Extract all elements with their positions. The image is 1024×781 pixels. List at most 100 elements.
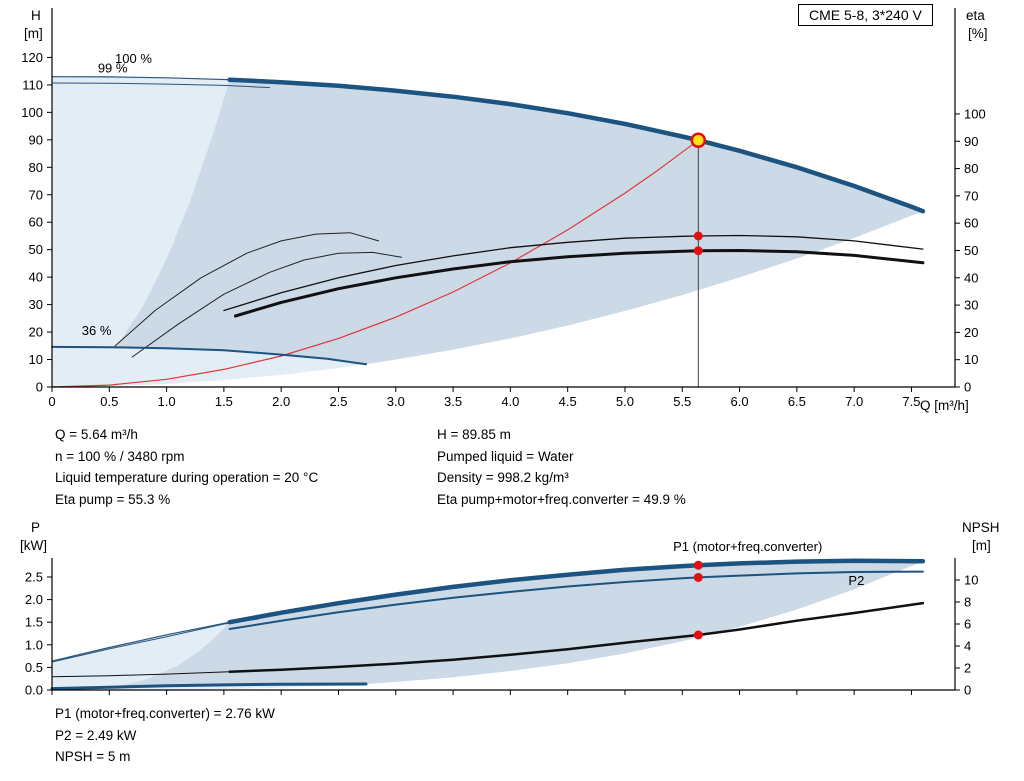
power-curve-36pct bbox=[50, 682, 368, 691]
y-left-tick-label: 70 bbox=[29, 187, 43, 202]
info-npsh: NPSH = 5 m bbox=[55, 749, 131, 765]
eta-pump-curve bbox=[223, 234, 924, 312]
x-tick-label: 7.5 bbox=[902, 394, 920, 409]
hq-chart-svg: 0 0.5 1.0 1.5 2.0 2.5 3.0 3.5 4.0 4.5 5.0 5.5 6.0 6.5… bbox=[21, 8, 986, 409]
power-info-block: P1 (motor+freq.converter) = 2.76 kW P2 =… bbox=[55, 703, 275, 768]
y-left-tick-label: 0.0 bbox=[25, 683, 43, 698]
info-speed: n = 100 % / 3480 rpm bbox=[55, 448, 185, 464]
pump-curve-99pct bbox=[51, 82, 271, 89]
y-left-tick-label: 0.5 bbox=[25, 660, 43, 675]
y-right-tick-label: 4 bbox=[964, 639, 971, 654]
h-axis-unit: [m] bbox=[24, 26, 43, 41]
y-right-tick-label: 10 bbox=[964, 573, 978, 588]
eta-arc-1 bbox=[114, 232, 380, 347]
p1-curve-low-flow bbox=[51, 621, 231, 662]
p2-curve-label: P2 bbox=[848, 573, 864, 588]
info-q: Q = 5.64 m³/h bbox=[55, 427, 138, 442]
x-tick-label: 6.5 bbox=[788, 394, 806, 409]
x-tick-label: 3.5 bbox=[444, 394, 462, 409]
p2-curve bbox=[228, 570, 924, 630]
p-axis-unit: [kW] bbox=[20, 538, 47, 553]
npsh-axis-unit: [m] bbox=[972, 538, 991, 553]
eta-pump-dot bbox=[693, 231, 703, 241]
pump-curve-100pct bbox=[227, 77, 926, 214]
x-tick-label: 7.0 bbox=[845, 394, 863, 409]
q-axis-title: Q [m³/h] bbox=[920, 398, 969, 413]
duty-info-block: Q = 5.64 m³/h n = 100 % / 3480 rpm Liqui… bbox=[0, 424, 1024, 514]
p-axis-title: P bbox=[31, 520, 41, 535]
speed-label-100: 100 % bbox=[115, 51, 152, 66]
eta-axis-title: eta bbox=[966, 8, 985, 23]
y-left-tick-label: 40 bbox=[29, 270, 43, 285]
npsh-curve bbox=[228, 601, 925, 674]
eta-arc-2 bbox=[131, 251, 402, 358]
y-left-tick-label: 80 bbox=[29, 160, 43, 175]
y-left-tick-label: 110 bbox=[22, 77, 43, 92]
pump-title-box: CME 5-8, 3*240 V bbox=[798, 4, 933, 26]
x-tick-label: 2.5 bbox=[329, 394, 347, 409]
operating-envelope-dark bbox=[116, 79, 923, 365]
x-tick-label: 6.0 bbox=[731, 394, 749, 409]
info-h: H = 89.85 m bbox=[437, 427, 511, 442]
y-left-tick-label: 60 bbox=[29, 215, 43, 230]
p2-dot bbox=[693, 572, 703, 582]
h-axis-title: H bbox=[31, 8, 41, 23]
x-tick-label: 1.0 bbox=[158, 394, 176, 409]
y-right-tick-label: 6 bbox=[964, 617, 971, 632]
x-tick-label: 4.5 bbox=[559, 394, 577, 409]
pump-curve-100pct-low-flow bbox=[51, 76, 231, 81]
x-tick-label: 5.0 bbox=[616, 394, 634, 409]
y-left-tick-label: 1.0 bbox=[25, 637, 43, 652]
y-left-tick-label: 50 bbox=[29, 242, 43, 257]
y-right-tick-label: 0 bbox=[964, 683, 971, 698]
y-right-tick-label: 10 bbox=[964, 352, 978, 367]
x-tick-label: 2.0 bbox=[272, 394, 290, 409]
y-left-tick-label: 1.5 bbox=[25, 615, 43, 630]
eta-total-curve bbox=[233, 249, 925, 318]
duty-info-left: Q = 5.64 m³/h n = 100 % / 3480 rpm Liqui… bbox=[55, 424, 318, 510]
pump-curve-36pct bbox=[51, 345, 367, 366]
npsh-axis-title: NPSH bbox=[962, 520, 1000, 535]
p1-curve-label: P1 (motor+freq.converter) bbox=[673, 539, 822, 554]
speed-label-99: 99 % bbox=[98, 61, 128, 76]
x-tick-label: 0 bbox=[48, 394, 55, 409]
system-curve bbox=[51, 139, 699, 388]
info-density: Density = 998.2 kg/m³ bbox=[437, 470, 569, 486]
y-left-tick-label: 20 bbox=[29, 325, 43, 340]
y-right-tick-label: 2 bbox=[964, 661, 971, 676]
npsh-curve-low-flow bbox=[51, 671, 231, 678]
x-tick-label: 4.0 bbox=[501, 394, 519, 409]
y-left-tick-label: 30 bbox=[29, 297, 43, 312]
duty-point-marker bbox=[690, 132, 707, 148]
y-right-tick-label: 40 bbox=[964, 270, 978, 285]
info-eta-pump: Eta pump = 55.3 % bbox=[55, 491, 171, 507]
x-tick-label: 5.5 bbox=[673, 394, 691, 409]
y-left-tick-label: 90 bbox=[29, 132, 43, 147]
p1-dot bbox=[693, 560, 703, 570]
npsh-dot bbox=[693, 630, 703, 640]
duty-info-right: H = 89.85 m Pumped liquid = Water Densit… bbox=[437, 424, 686, 510]
y-right-tick-label: 0 bbox=[964, 380, 971, 395]
y-right-tick-label: 20 bbox=[964, 325, 978, 340]
power-envelope-dark bbox=[109, 560, 923, 688]
x-tick-label: 1.5 bbox=[215, 394, 233, 409]
y-left-tick-label: 120 bbox=[21, 50, 43, 65]
y-right-tick-label: 8 bbox=[964, 595, 971, 610]
y-right-tick-label: 80 bbox=[964, 161, 978, 176]
info-p1: P1 (motor+freq.converter) = 2.76 kW bbox=[55, 706, 275, 721]
info-eta-total: Eta pump+motor+freq.converter = 49.9 % bbox=[437, 491, 686, 507]
y-left-tick-label: 2.0 bbox=[25, 592, 43, 607]
info-pumped-liquid: Pumped liquid = Water bbox=[437, 448, 574, 464]
y-left-tick-label: 10 bbox=[29, 352, 43, 367]
y-left-tick-label: 100 bbox=[21, 105, 43, 120]
info-p2: P2 = 2.49 kW bbox=[55, 727, 137, 743]
y-right-tick-label: 70 bbox=[964, 188, 978, 203]
y-right-tick-label: 60 bbox=[964, 216, 978, 231]
x-tick-label: 3.0 bbox=[387, 394, 405, 409]
eta-total-dot bbox=[693, 246, 703, 256]
power-chart-svg: 0.0 0.5 1.0 1.5 2.0 2.5 0 2 4 6 8 10 P1 (motor+freq.… bbox=[25, 539, 979, 698]
y-right-tick-label: 100 bbox=[964, 106, 986, 121]
p1-curve bbox=[227, 558, 926, 625]
y-right-tick-label: 30 bbox=[964, 298, 978, 313]
